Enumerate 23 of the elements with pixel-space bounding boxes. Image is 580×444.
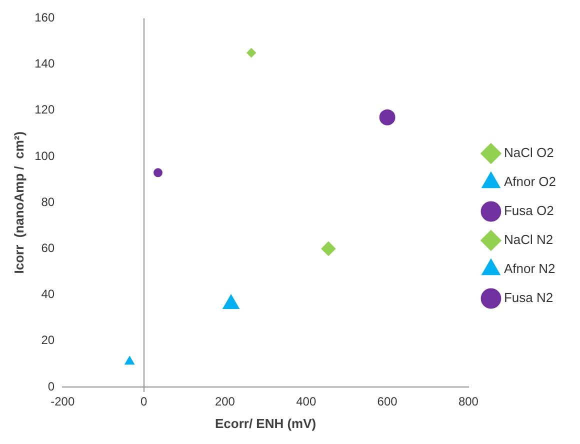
y-tick-label: 40 <box>41 287 55 302</box>
legend-label: Afnor N2 <box>504 261 556 276</box>
legend-label: Afnor O2 <box>504 174 556 190</box>
legend-label: Fusa O2 <box>504 203 554 218</box>
y-tick-label: 0 <box>48 379 55 394</box>
x-tick-label: 600 <box>377 394 398 409</box>
x-tick-label: 800 <box>458 394 479 409</box>
y-tick-label: 120 <box>34 102 55 117</box>
x-tick-label: 200 <box>214 394 236 409</box>
x-axis-title: Ecorr/ ENH (mV) <box>214 416 316 431</box>
y-tick-label: 20 <box>41 333 55 348</box>
y-tick-label: 160 <box>34 10 55 25</box>
legend-label: NaCl O2 <box>504 145 554 160</box>
legend-label: NaCl N2 <box>504 232 554 248</box>
y-axis-title: Icorr (nanoAmp / cm²) <box>11 131 26 274</box>
y-tick-label: 100 <box>34 148 55 163</box>
y-tick-label: 140 <box>34 56 55 71</box>
legend-label: Fusa N2 <box>504 290 554 306</box>
y-tick-label: 80 <box>41 194 55 209</box>
y-tick-label: 60 <box>41 241 55 256</box>
x-tick-label: 0 <box>140 394 148 409</box>
x-tick-label: -200 <box>50 394 75 409</box>
x-tick-label: 400 <box>296 394 316 409</box>
